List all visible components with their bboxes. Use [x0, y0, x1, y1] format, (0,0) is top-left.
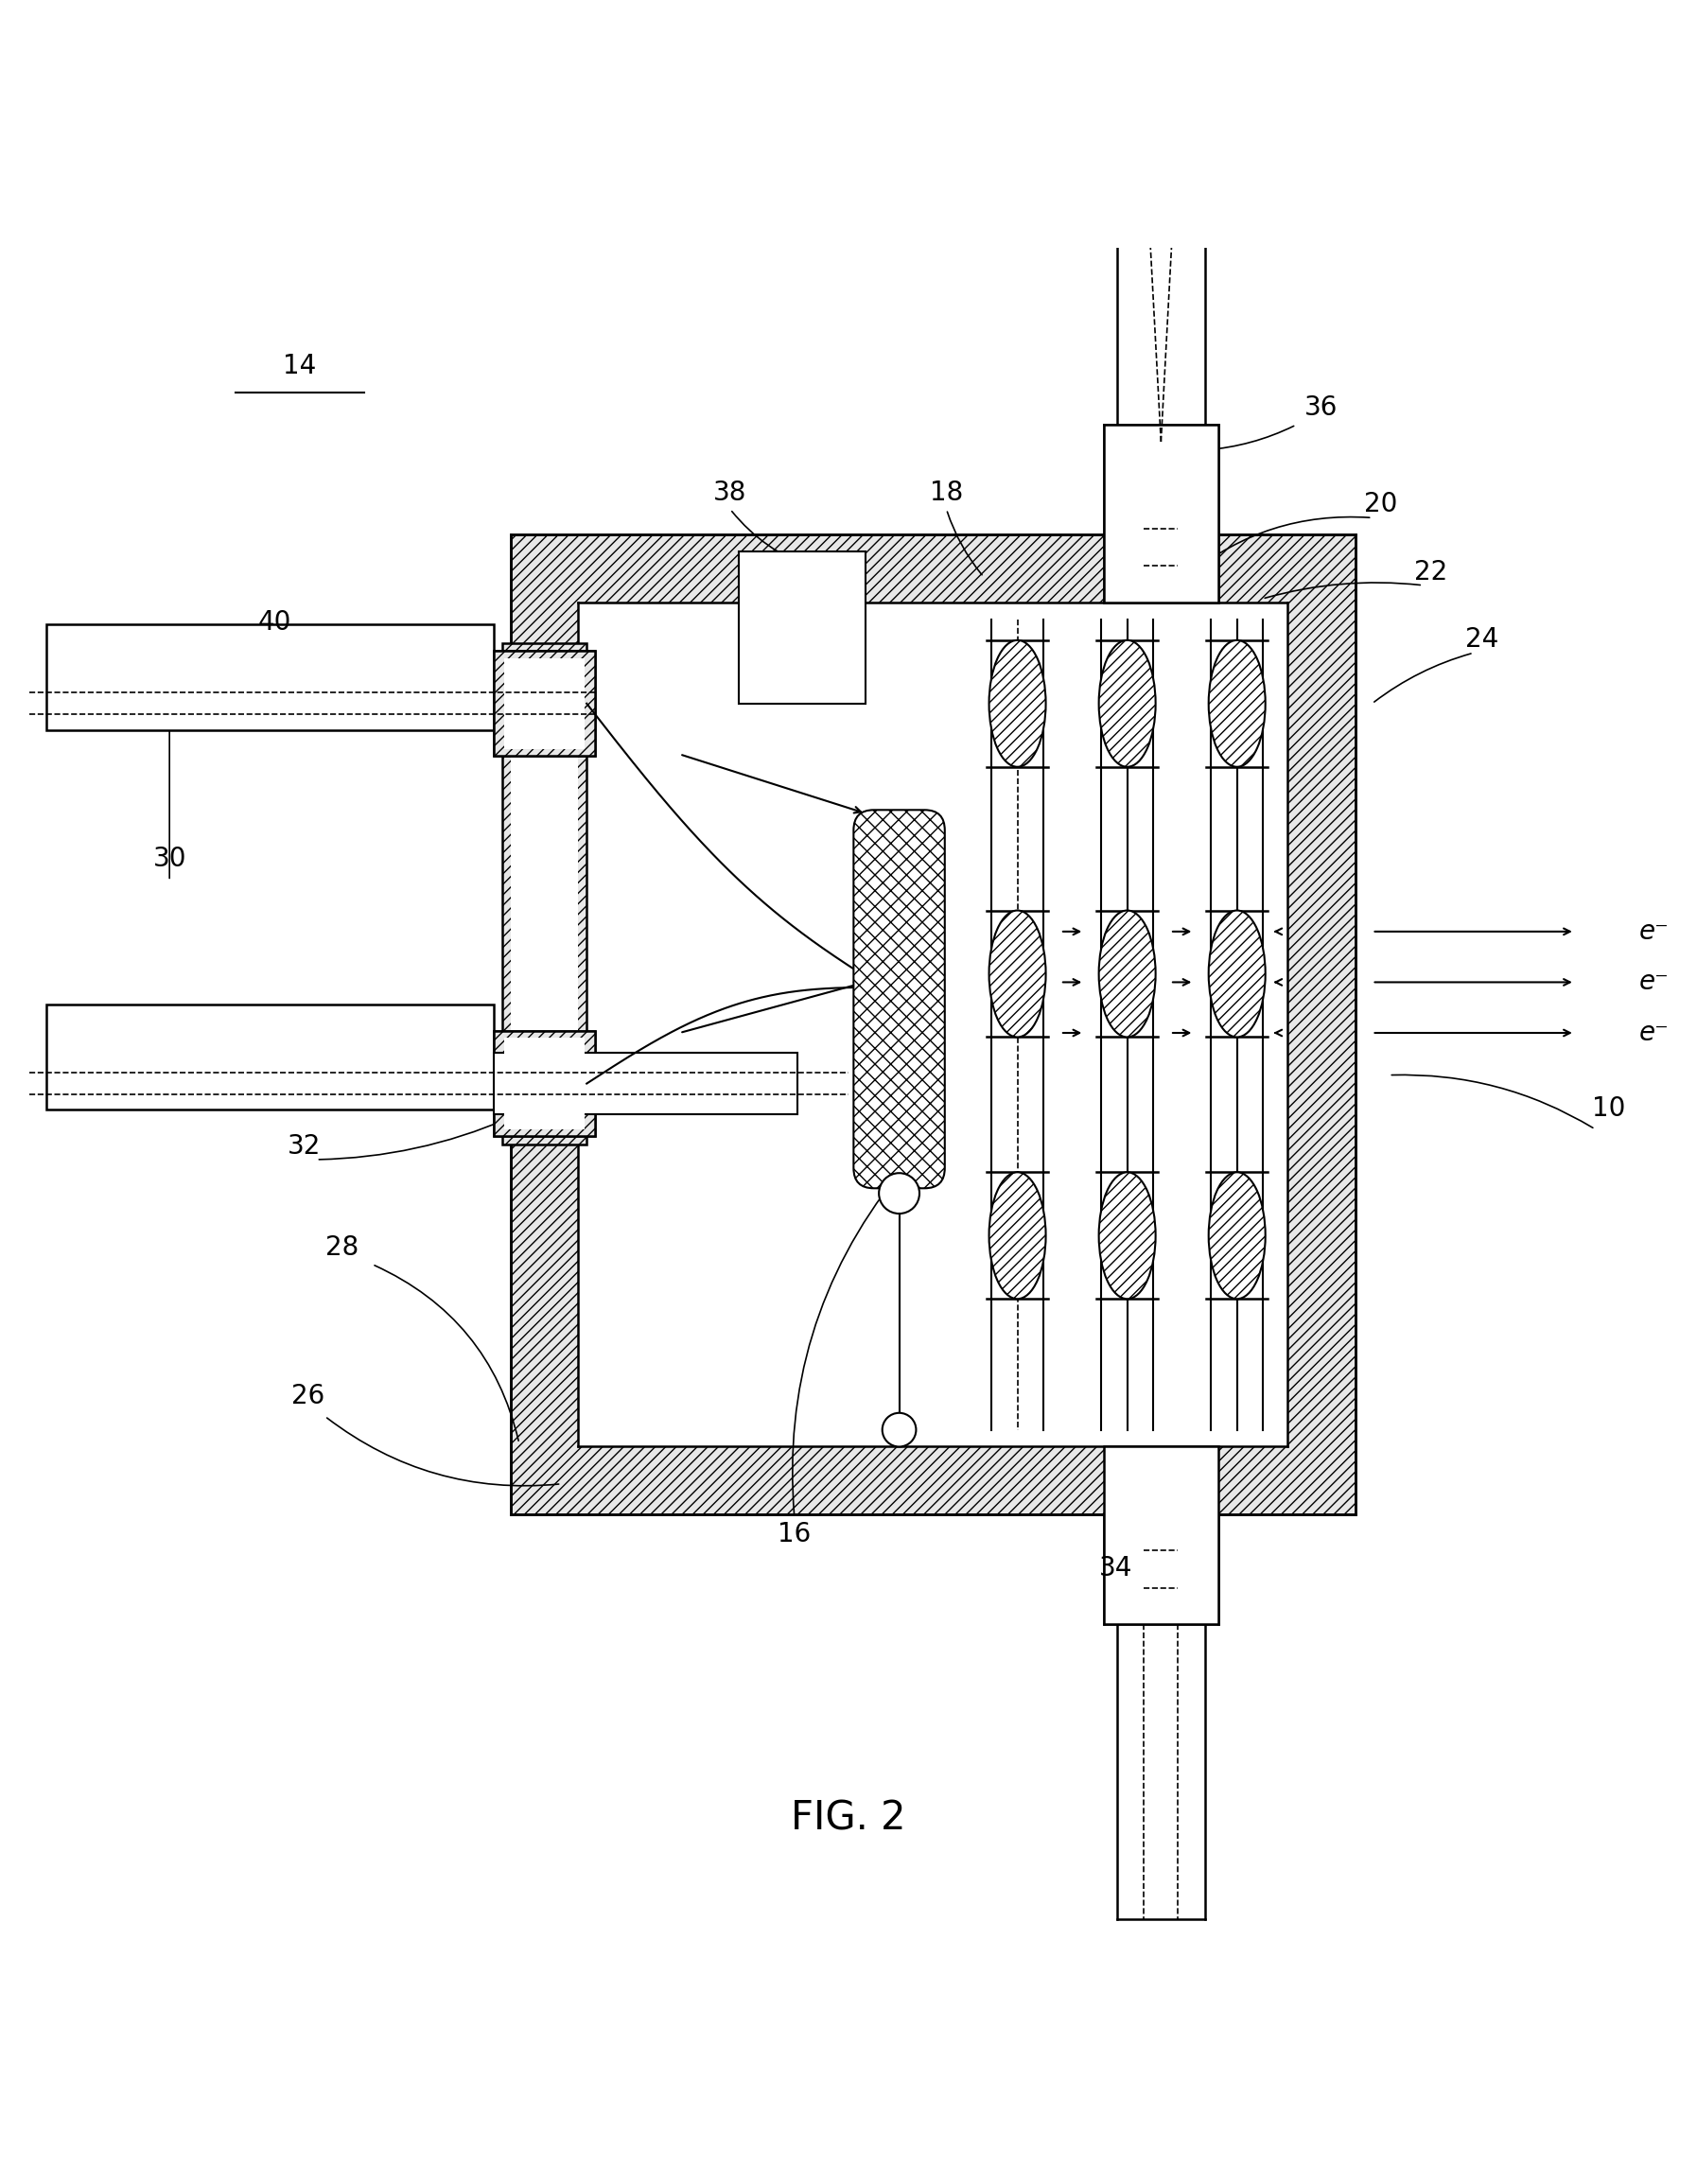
Text: 36: 36 — [1305, 395, 1339, 422]
Ellipse shape — [1208, 1173, 1266, 1299]
Text: e⁻: e⁻ — [1639, 1020, 1670, 1046]
Ellipse shape — [1100, 640, 1156, 767]
Text: 18: 18 — [930, 478, 964, 507]
Bar — [511, 535, 1356, 1514]
Circle shape — [879, 1173, 920, 1214]
Text: e⁻: e⁻ — [1639, 917, 1670, 946]
Text: 38: 38 — [713, 478, 747, 507]
Bar — [494, 651, 596, 756]
Text: 40: 40 — [258, 609, 290, 636]
Text: 20: 20 — [1364, 491, 1397, 518]
Text: 14: 14 — [283, 352, 316, 380]
Ellipse shape — [989, 911, 1045, 1037]
Ellipse shape — [989, 1173, 1045, 1299]
Bar — [1103, 426, 1218, 603]
Text: 30: 30 — [153, 845, 187, 871]
Bar — [494, 1031, 596, 1136]
Text: 16: 16 — [777, 1522, 811, 1548]
Text: 32: 32 — [288, 1133, 321, 1160]
Text: 34: 34 — [1098, 1555, 1132, 1581]
Ellipse shape — [1208, 911, 1266, 1037]
Text: 28: 28 — [326, 1234, 358, 1260]
Bar — [504, 1037, 585, 1129]
Text: 10: 10 — [1592, 1096, 1626, 1123]
Bar — [502, 642, 587, 1144]
Bar — [494, 1031, 596, 1136]
Bar — [1103, 1446, 1218, 1625]
Bar — [46, 625, 494, 729]
Text: 22: 22 — [1415, 559, 1448, 585]
Ellipse shape — [1208, 640, 1266, 767]
Ellipse shape — [989, 640, 1045, 767]
Bar — [494, 1053, 798, 1114]
Text: FIG. 2: FIG. 2 — [791, 1797, 906, 1839]
Ellipse shape — [1100, 911, 1156, 1037]
FancyBboxPatch shape — [854, 810, 945, 1188]
Bar — [579, 603, 1288, 1446]
Text: 26: 26 — [292, 1382, 324, 1409]
Bar — [46, 1005, 494, 1109]
Bar — [504, 657, 585, 749]
Bar — [511, 651, 579, 1136]
Bar — [494, 651, 596, 756]
Circle shape — [882, 1413, 916, 1446]
Text: e⁻: e⁻ — [1639, 970, 1670, 996]
Bar — [738, 553, 865, 703]
Text: 24: 24 — [1465, 627, 1498, 653]
Ellipse shape — [1100, 1173, 1156, 1299]
